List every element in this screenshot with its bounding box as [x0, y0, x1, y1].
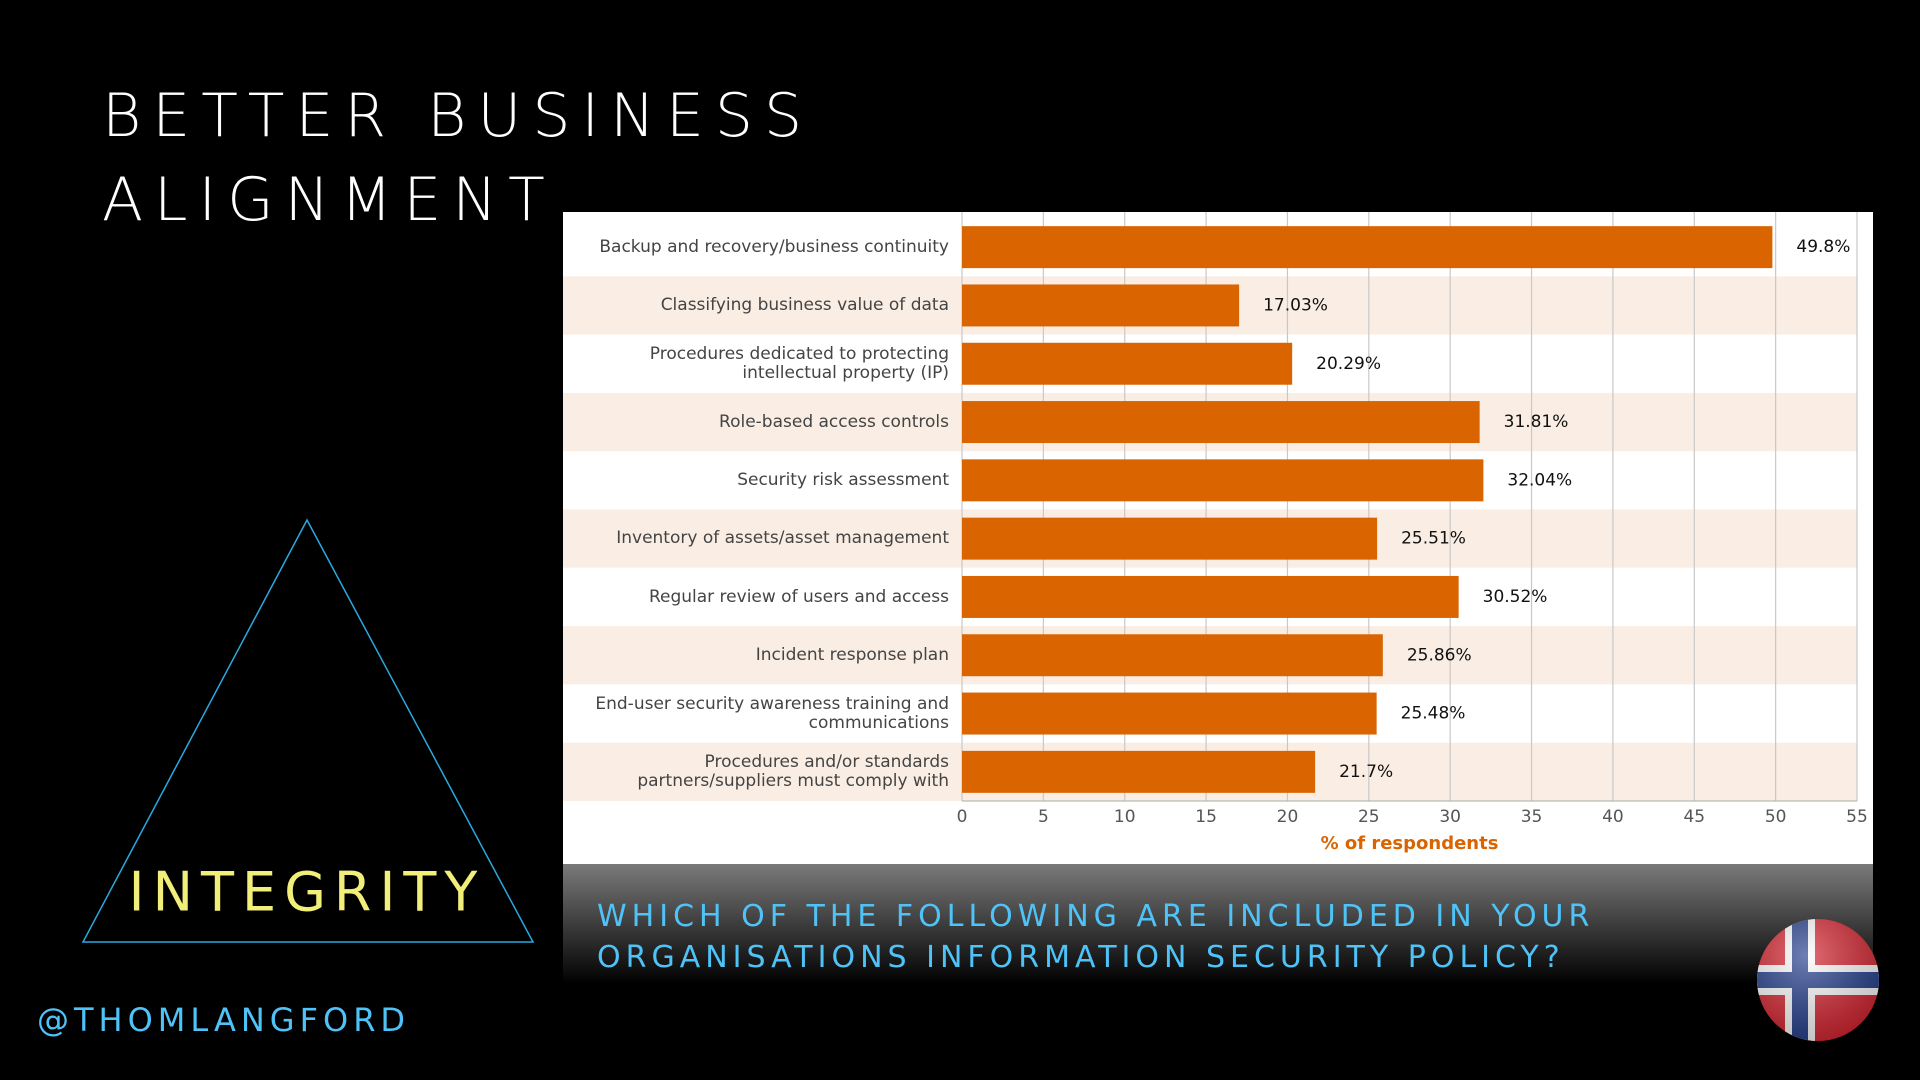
- category-label: Procedures dedicated to protecting intel…: [649, 344, 949, 383]
- handle: @THOMLANGFORD: [37, 1001, 410, 1039]
- bar: [962, 634, 1383, 677]
- question: WHICH OF THE FOLLOWING ARE INCLUDED IN Y…: [597, 899, 1595, 934]
- value-label: 30.52%: [1483, 587, 1548, 607]
- x-tick-label: 10: [1114, 807, 1136, 827]
- category-label: Role-based access controls: [719, 411, 949, 432]
- category-label: Security risk assessment: [737, 469, 949, 490]
- bar: [962, 284, 1240, 327]
- value-label: 17.03%: [1263, 295, 1328, 315]
- value-label: 31.81%: [1504, 412, 1569, 432]
- x-tick-label: 20: [1277, 807, 1299, 827]
- value-label: 32.04%: [1507, 470, 1572, 490]
- category-label: Inventory of assets/asset management: [616, 528, 949, 549]
- x-tick-label: 5: [1038, 807, 1049, 827]
- x-tick-label: 0: [957, 807, 968, 827]
- category-label: Procedures and/or standards partners/sup…: [637, 752, 949, 791]
- bar: [962, 517, 1378, 560]
- category-label: Classifying business value of data: [660, 295, 949, 316]
- value-label: 25.86%: [1407, 645, 1472, 665]
- bar: [962, 226, 1773, 269]
- x-tick-label: 30: [1439, 807, 1461, 827]
- bar: [962, 459, 1484, 502]
- norway-flag: [1757, 919, 1879, 1041]
- bar: [962, 401, 1480, 444]
- x-tick-label: 25: [1358, 807, 1380, 827]
- value-label: 25.48%: [1401, 704, 1466, 724]
- triangle-label: INTEGRITY: [129, 861, 486, 924]
- category-label: End-user security awareness training and…: [595, 693, 949, 733]
- slide-title: BETTER BUSINESS: [102, 81, 814, 151]
- value-label: 20.29%: [1316, 354, 1381, 374]
- bar: [962, 750, 1316, 793]
- chart-reflection: [563, 864, 1873, 984]
- x-tick-label: 40: [1602, 807, 1624, 827]
- x-tick-label: 15: [1195, 807, 1217, 827]
- question: ORGANISATIONS INFORMATION SECURITY POLIC…: [597, 940, 1565, 975]
- x-tick-label: 35: [1521, 807, 1543, 827]
- category-label: Backup and recovery/business continuity: [599, 236, 949, 257]
- value-label: 25.51%: [1401, 529, 1466, 549]
- value-label: 21.7%: [1339, 762, 1393, 782]
- bar: [962, 692, 1377, 735]
- value-label: 49.8%: [1796, 237, 1850, 257]
- slide-title: ALIGNMENT: [102, 165, 556, 235]
- bar: [962, 342, 1293, 385]
- category-label: Regular review of users and access: [648, 586, 949, 607]
- x-tick-label: 45: [1683, 807, 1705, 827]
- triangle: [81, 518, 535, 943]
- x-axis-label: % of respondents: [1321, 833, 1499, 854]
- x-tick-label: 50: [1765, 807, 1787, 827]
- category-label: Incident response plan: [755, 644, 949, 665]
- x-tick-label: 55: [1846, 807, 1868, 827]
- bar: [962, 575, 1459, 618]
